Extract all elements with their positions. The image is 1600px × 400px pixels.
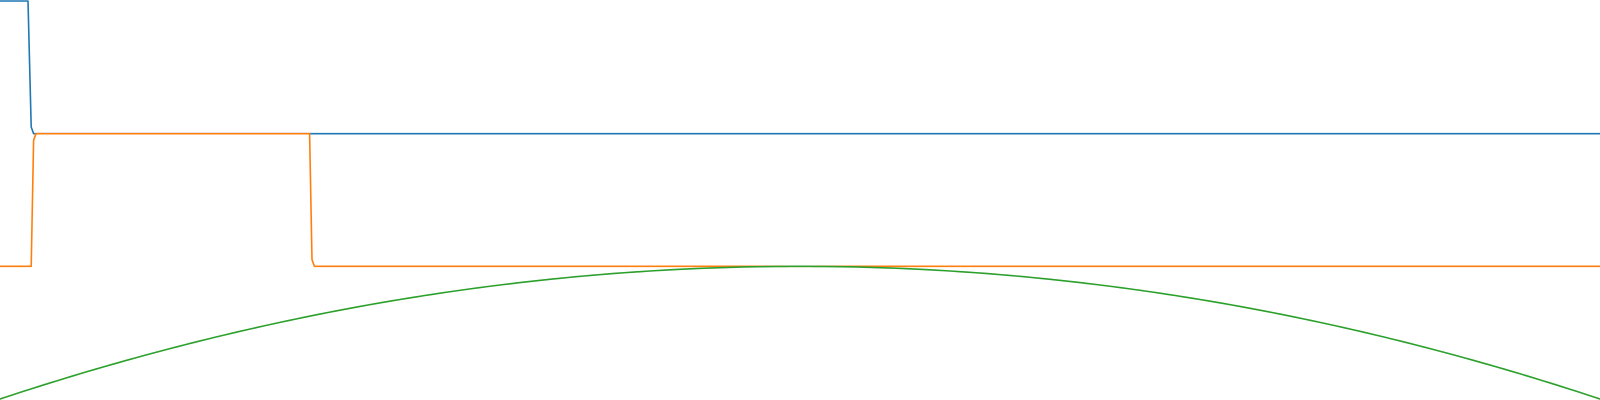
series-line-1 xyxy=(0,1,1600,134)
series-line-2 xyxy=(0,134,1600,267)
series-line-3 xyxy=(0,266,1600,399)
